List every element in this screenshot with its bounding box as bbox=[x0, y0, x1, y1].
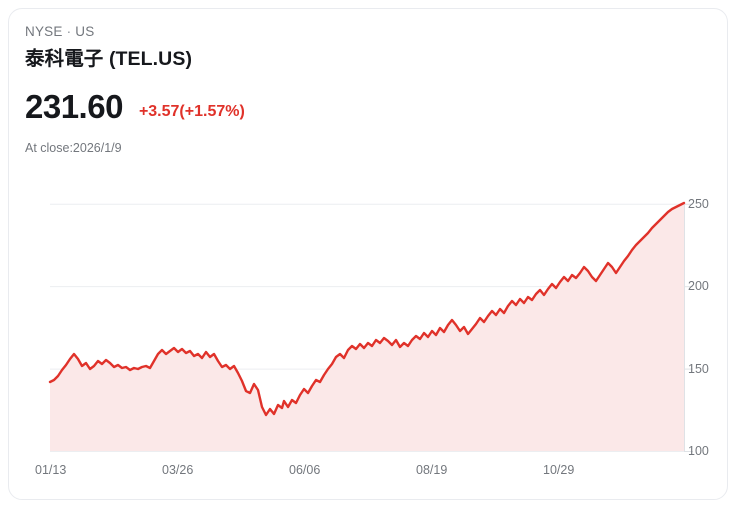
price-chart-svg[interactable] bbox=[9, 169, 728, 489]
stock-quote-card: NYSE · US 泰科電子 (TEL.US) 231.60 +3.57(+1.57… bbox=[8, 8, 728, 500]
separator-dot: · bbox=[66, 24, 72, 39]
company-name: 泰科電子 bbox=[25, 48, 104, 70]
x-axis-label: 08/19 bbox=[416, 463, 448, 477]
x-axis-label: 06/06 bbox=[289, 463, 321, 477]
exchange-label: NYSE bbox=[25, 24, 63, 39]
price-change: +3.57(+1.57%) bbox=[138, 103, 245, 120]
price-area-fill bbox=[50, 203, 684, 451]
price-row: 231.60 +3.57(+1.57%) bbox=[25, 88, 665, 126]
page-title: 泰科電子 (TEL.US) bbox=[25, 46, 665, 72]
market-status: At close:2026/1/9 bbox=[25, 141, 122, 155]
quote-header: NYSE · US 泰科電子 (TEL.US) 231.60 +3.57(+1.57… bbox=[25, 23, 665, 157]
x-axis-label: 03/26 bbox=[162, 463, 194, 477]
y-axis-label: 200 bbox=[688, 279, 709, 294]
exchange-market-row: NYSE · US bbox=[25, 23, 665, 41]
market-label: US bbox=[75, 24, 95, 39]
y-axis-label: 150 bbox=[688, 361, 709, 376]
current-price: 231.60 bbox=[25, 88, 123, 125]
price-line bbox=[48, 201, 686, 417]
ticker-symbol: (TEL.US) bbox=[108, 48, 193, 70]
y-axis-label: 100 bbox=[688, 444, 709, 458]
x-axis-label: 10/29 bbox=[543, 463, 575, 477]
price-chart[interactable]: 100 150 200 250 01/13 03/26 06/06 08/19 10/29 bbox=[9, 169, 728, 489]
y-axis-label: 250 bbox=[688, 196, 709, 211]
x-axis-label: 01/13 bbox=[35, 463, 67, 477]
